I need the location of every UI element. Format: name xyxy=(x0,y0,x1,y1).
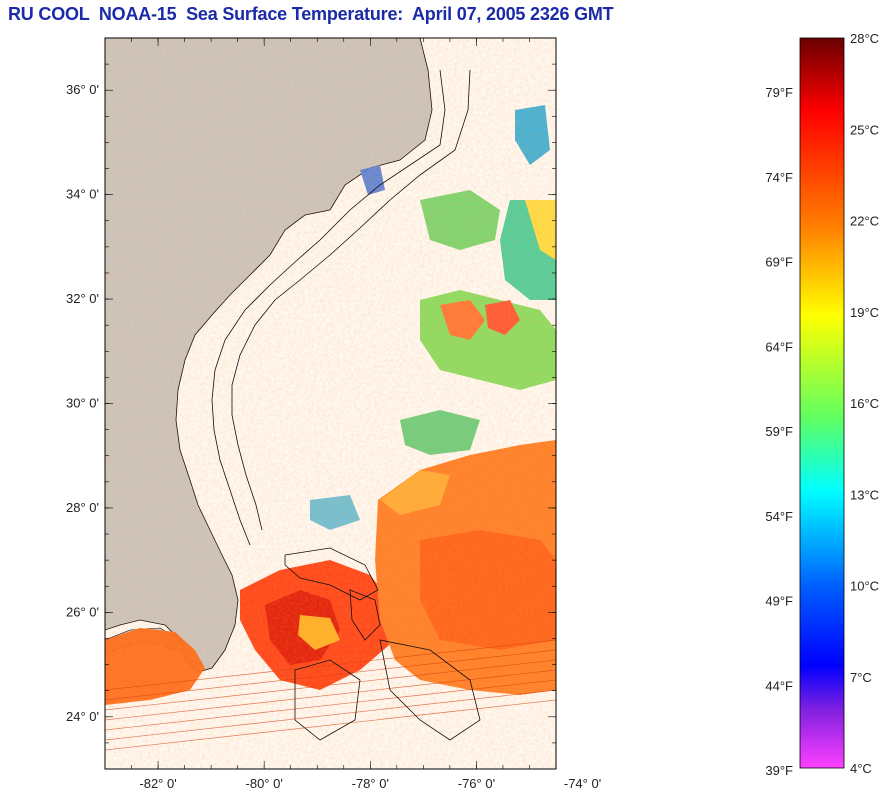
bathymetry-contour-120ft xyxy=(211,69,446,546)
colorbar-fahrenheit-label: 44°F xyxy=(765,678,793,693)
colorbar-celsius-label: 22°C xyxy=(850,214,879,229)
colorbar-fahrenheit-label: 39°F xyxy=(765,763,793,778)
scan-lines xyxy=(105,639,556,751)
lat-tick-label: 24° 0' xyxy=(66,709,99,724)
colorbar-celsius-label: 4°C xyxy=(850,761,872,776)
colorbar-celsius-label: 16°C xyxy=(850,396,879,411)
map-border xyxy=(104,37,557,770)
colorbar-celsius-label: 25°C xyxy=(850,122,879,137)
lat-tick-label: 34° 0' xyxy=(66,187,99,202)
colorbar-celsius-label: 19°C xyxy=(850,305,879,320)
colorbar-fahrenheit-labels: 79°F 74°F 69°F 64°F 59°F 54°F 49°F 44°F 39°F xyxy=(765,85,793,778)
lon-tick-label: -78° 0' xyxy=(352,776,389,791)
colorbar-fahrenheit-label: 54°F xyxy=(765,509,793,524)
map-layers xyxy=(105,38,556,769)
sst-noise-texture xyxy=(105,38,556,769)
map-grid-ticks xyxy=(105,38,556,769)
lat-tick-label: 36° 0' xyxy=(66,82,99,97)
colorbar-celsius-label: 13°C xyxy=(850,487,879,502)
colorbar-celsius-labels: 28°C 25°C 22°C 19°C 16°C 13°C 10°C 7°C 4°C xyxy=(850,31,879,776)
colorbar-celsius-label: 10°C xyxy=(850,579,879,594)
colorbar-fahrenheit-label: 79°F xyxy=(765,85,793,100)
map-title: RU COOL NOAA-15 Sea Surface Temperature:… xyxy=(8,4,614,24)
colorbar-celsius-label: 28°C xyxy=(850,31,879,46)
colorbar-celsius-label: 7°C xyxy=(850,670,872,685)
lon-tick-label: -76° 0' xyxy=(458,776,495,791)
colorbar-fahrenheit-label: 59°F xyxy=(765,424,793,439)
longitude-axis-labels: -82° 0' -80° 0' -78° 0' -76° 0' -74° 0' xyxy=(139,776,601,791)
colorbar-fahrenheit-label: 64°F xyxy=(765,339,793,354)
colorbar-fahrenheit-label: 49°F xyxy=(765,594,793,609)
lat-tick-label: 28° 0' xyxy=(66,500,99,515)
lat-tick-label: 26° 0' xyxy=(66,604,99,619)
lon-tick-label: -74° 0' xyxy=(564,776,601,791)
colorbar-fahrenheit-label: 74°F xyxy=(765,170,793,185)
lon-tick-label: -82° 0' xyxy=(139,776,176,791)
bathymetry-contour-600ft xyxy=(231,69,471,531)
bahamas-outlines xyxy=(284,547,481,741)
lon-tick-label: -80° 0' xyxy=(246,776,283,791)
latitude-axis-labels: 36° 0' 34° 0' 32° 0' 30° 0' 28° 0' 26° 0' 24° … xyxy=(66,82,99,724)
colorbar-fahrenheit-label: 69°F xyxy=(765,255,793,270)
lat-tick-label: 32° 0' xyxy=(66,291,99,306)
lat-tick-label: 30° 0' xyxy=(66,396,99,411)
colorbar xyxy=(799,37,845,769)
